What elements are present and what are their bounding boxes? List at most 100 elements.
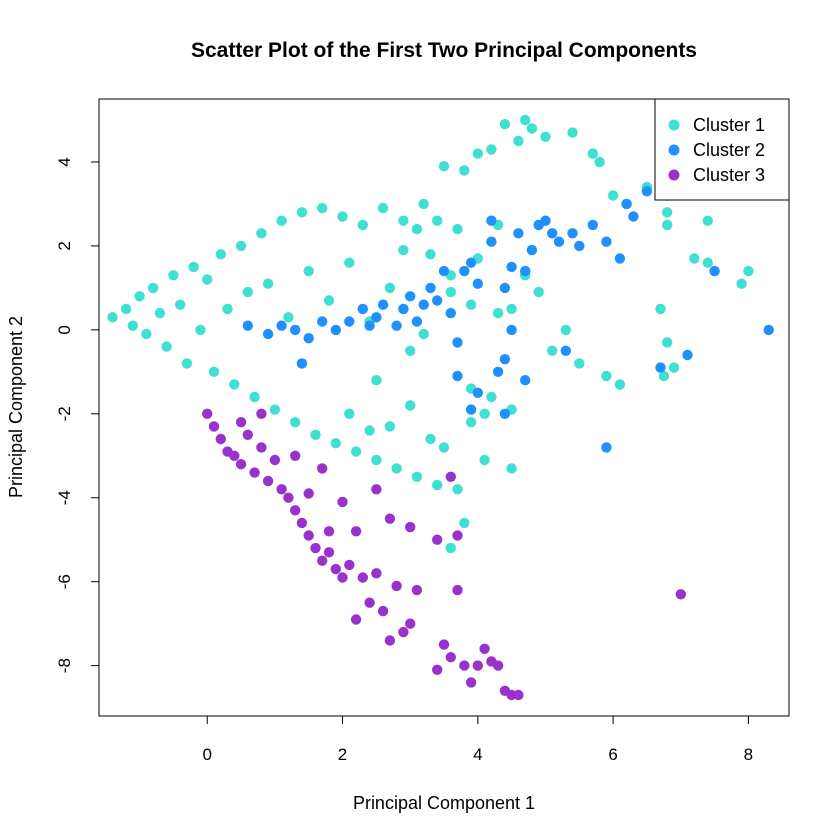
point-cluster-3-22 xyxy=(350,614,362,625)
point-cluster-2-54 xyxy=(499,282,511,294)
point-cluster-1-10 xyxy=(181,358,193,369)
point-cluster-3-35 xyxy=(452,584,463,596)
point-cluster-1-89 xyxy=(445,542,456,554)
point-cluster-1-72 xyxy=(614,379,626,390)
point-cluster-3-4 xyxy=(229,450,240,461)
point-cluster-2-31 xyxy=(547,228,558,239)
point-cluster-3-57 xyxy=(290,450,301,461)
point-cluster-2-21 xyxy=(465,257,477,268)
point-cluster-3-36 xyxy=(459,660,470,671)
x-axis-label: Principal Component 1 xyxy=(353,793,535,813)
point-cluster-2-22 xyxy=(472,278,483,289)
point-cluster-3-54 xyxy=(317,463,328,474)
y-axis-label: Principal Component 2 xyxy=(6,316,26,498)
point-cluster-2-41 xyxy=(655,362,666,373)
point-cluster-2-2 xyxy=(276,320,287,331)
legend: Cluster 1 Cluster 2 Cluster 3 xyxy=(654,98,790,201)
point-cluster-1-70 xyxy=(601,370,612,382)
x-tick-label-6: 6 xyxy=(608,745,617,764)
point-cluster-1-11 xyxy=(188,261,199,273)
chart-title: Scatter Plot of the First Two Principal … xyxy=(191,39,697,62)
point-cluster-3-48 xyxy=(350,526,362,537)
point-cluster-3-58 xyxy=(371,484,382,495)
point-cluster-1-40 xyxy=(384,282,396,294)
point-cluster-1-3 xyxy=(134,291,145,302)
point-cluster-1-103 xyxy=(465,299,477,310)
point-cluster-1-71 xyxy=(607,190,619,201)
point-cluster-1-109 xyxy=(364,425,375,436)
point-cluster-3-10 xyxy=(269,454,281,466)
point-cluster-3-20 xyxy=(337,572,348,583)
point-cluster-1-92 xyxy=(405,400,416,411)
x-tick-label-4: 4 xyxy=(473,745,482,764)
point-cluster-2-9 xyxy=(371,312,382,323)
point-cluster-2-40 xyxy=(641,186,653,197)
point-cluster-2-52 xyxy=(452,370,463,382)
point-cluster-1-99 xyxy=(411,223,423,235)
point-cluster-2-14 xyxy=(411,316,423,327)
y-tick-label--8: -8 xyxy=(55,658,74,673)
point-cluster-3-52 xyxy=(452,530,463,541)
point-cluster-1-83 xyxy=(702,215,713,226)
point-cluster-1-13 xyxy=(202,274,213,285)
point-cluster-1-87 xyxy=(479,454,490,466)
point-cluster-2-46 xyxy=(601,442,612,453)
point-cluster-1-65 xyxy=(560,324,571,336)
point-cluster-3-55 xyxy=(235,417,247,428)
point-cluster-3-38 xyxy=(472,660,483,671)
point-cluster-2-37 xyxy=(614,253,626,264)
point-cluster-1-90 xyxy=(344,408,355,419)
point-cluster-2-17 xyxy=(432,295,443,306)
point-cluster-1-39 xyxy=(377,202,389,214)
point-cluster-1-22 xyxy=(262,278,274,289)
point-cluster-1-17 xyxy=(229,379,240,390)
point-cluster-2-5 xyxy=(317,316,328,327)
point-cluster-1-58 xyxy=(506,463,517,474)
point-cluster-2-34 xyxy=(574,240,585,252)
point-cluster-2-49 xyxy=(560,345,571,356)
point-cluster-1-43 xyxy=(405,345,416,356)
point-cluster-1-46 xyxy=(425,249,436,260)
point-cluster-1-20 xyxy=(249,391,260,403)
point-cluster-2-19 xyxy=(445,307,456,319)
point-cluster-1-5 xyxy=(147,282,159,294)
point-cluster-3-46 xyxy=(303,488,314,499)
point-cluster-1-80 xyxy=(662,219,673,231)
point-cluster-1-23 xyxy=(269,404,281,415)
point-cluster-1-36 xyxy=(357,219,368,231)
point-cluster-2-56 xyxy=(486,215,497,226)
point-cluster-3-26 xyxy=(377,605,389,617)
point-cluster-1-48 xyxy=(438,161,450,172)
point-cluster-2-55 xyxy=(459,265,470,277)
point-cluster-3-53 xyxy=(337,496,348,508)
point-cluster-1-67 xyxy=(574,358,585,369)
point-cluster-1-75 xyxy=(655,303,666,315)
y-axis: -8 -6 -4 -2 0 2 4 xyxy=(55,157,100,673)
point-cluster-2-0 xyxy=(242,320,253,331)
point-cluster-1-47 xyxy=(432,479,443,491)
point-cluster-1-26 xyxy=(290,417,301,428)
point-cluster-3-56 xyxy=(256,408,267,419)
point-cluster-3-8 xyxy=(256,442,267,453)
point-cluster-3-17 xyxy=(317,555,328,566)
point-cluster-3-47 xyxy=(323,526,335,537)
point-cluster-3-59 xyxy=(445,471,456,482)
point-cluster-2-45 xyxy=(763,324,774,336)
point-cluster-1-41 xyxy=(391,463,402,474)
point-cluster-2-23 xyxy=(486,236,497,247)
point-cluster-1-104 xyxy=(506,303,517,315)
point-cluster-3-14 xyxy=(296,517,308,529)
point-cluster-3-18 xyxy=(323,547,335,558)
point-cluster-1-88 xyxy=(459,517,470,529)
point-cluster-3-0 xyxy=(202,408,213,419)
point-cluster-1-50 xyxy=(452,484,463,495)
point-cluster-1-30 xyxy=(317,202,328,214)
point-cluster-1-64 xyxy=(547,345,558,356)
point-cluster-1-95 xyxy=(438,442,450,453)
point-cluster-1-55 xyxy=(486,144,497,155)
point-cluster-1-12 xyxy=(195,324,206,336)
point-cluster-1-77 xyxy=(662,207,673,218)
point-cluster-2-3 xyxy=(290,324,301,336)
point-cluster-3-7 xyxy=(249,467,260,478)
